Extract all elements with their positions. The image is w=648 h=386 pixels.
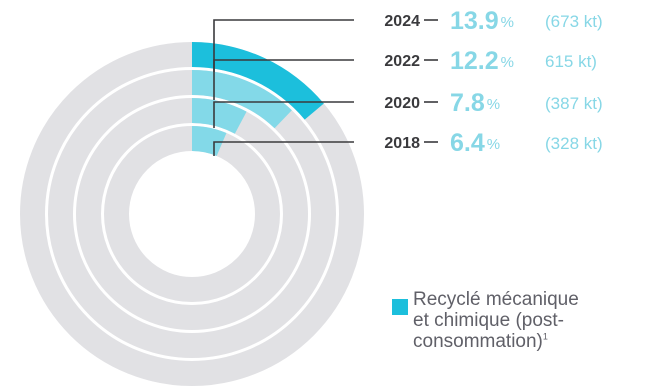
- year-label-2020: 2020: [384, 95, 420, 112]
- legend-label-text: Recyclé mécanique et chimique (post- con…: [413, 289, 579, 352]
- percent-value-2024: 13.9: [450, 7, 499, 35]
- leader-line-group: [213, 19, 438, 156]
- percent-unit-2024: %: [501, 14, 514, 31]
- leader-line-2022: [213, 59, 354, 100]
- percent-value-2020: 7.8: [450, 89, 485, 117]
- percent-value-2022: 12.2: [450, 47, 499, 75]
- percent-unit-2018: %: [487, 136, 500, 153]
- ring-track-2018: [104, 126, 280, 302]
- amount-label-2018: (328 kt): [545, 134, 603, 153]
- ring-arc-2022: [192, 70, 292, 129]
- ring-arc-2020: [192, 98, 247, 134]
- label-group: 2024 13.9% (673 kt) 2022 12.2% 615 kt) 2020 7.8…: [384, 7, 602, 157]
- ring-group: [20, 42, 364, 386]
- legend-swatch: [392, 299, 408, 315]
- year-label-2022: 2022: [384, 53, 420, 70]
- ring-arc-2024: [192, 42, 324, 120]
- percent-unit-2020: %: [487, 96, 500, 113]
- leader-line-2024: [213, 19, 354, 72]
- year-label-2018: 2018: [384, 135, 420, 152]
- amount-label-2020: (387 kt): [545, 94, 603, 113]
- leader-line-2020: [213, 101, 354, 128]
- percent-value-2018: 6.4: [450, 129, 485, 157]
- legend-label: Recyclé mécanique et chimique (post- con…: [413, 289, 643, 352]
- amount-label-2022: 615 kt): [545, 52, 597, 71]
- percent-unit-2022: %: [501, 54, 514, 71]
- leader-line-2018: [213, 141, 354, 156]
- legend-footnote-marker: 1: [542, 331, 548, 342]
- year-label-2024: 2024: [384, 13, 420, 30]
- ring-arc-2018: [192, 126, 227, 157]
- amount-label-2024: (673 kt): [545, 12, 603, 31]
